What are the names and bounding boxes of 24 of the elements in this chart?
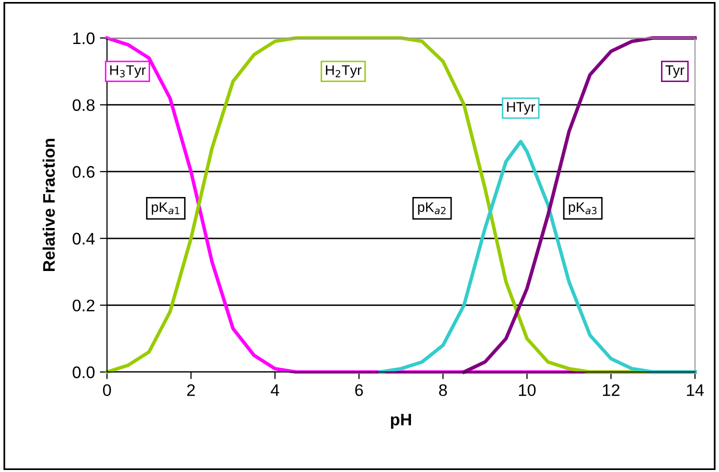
series-label: Tyr [666,65,684,78]
text: HTyr [507,102,536,115]
x-axis-title: pH [390,414,411,429]
annotation: pK$_{a3}$ [568,202,596,215]
x-tick-label: 8 [439,384,447,396]
line-series [378,140,697,374]
annotation: pK$_{a2}$ [418,202,446,215]
x-tick-label: 10 [519,384,536,396]
x-tick-label: 14 [687,384,704,396]
y-tick-label: 0.4 [72,232,95,245]
x-tick-label: 0 [103,384,111,396]
y-axis-title: Relative Fraction [42,138,55,272]
x-tick-label: 2 [187,384,195,396]
y-tick-label: 1.0 [73,32,95,44]
x-tick-label: 12 [603,384,620,396]
y-tick-label: 0.2 [72,300,94,312]
series-label: H$_{2}$Tyr [326,65,362,78]
annotation: pK$_{a1}$ [152,202,180,215]
series-label: H$_{3}$Tyr [110,65,146,78]
y-tick-label: 0.6 [72,166,94,178]
x-tick-label: 6 [355,384,363,396]
y-tick-label: 0.8 [72,99,94,112]
y-tick-label: 0.0 [72,366,95,378]
x-tick-label: 4 [270,384,280,396]
